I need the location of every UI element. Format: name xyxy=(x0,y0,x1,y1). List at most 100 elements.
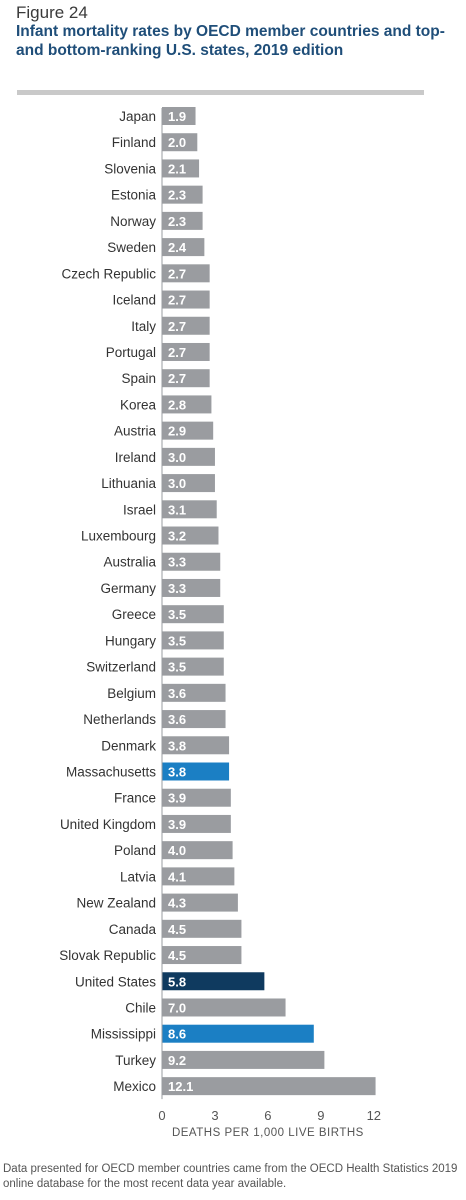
data-label: 12.1 xyxy=(168,1079,193,1094)
category-label: Poland xyxy=(114,843,156,858)
bar xyxy=(162,1024,314,1043)
bar xyxy=(162,290,210,309)
category-label: Italy xyxy=(131,319,156,334)
category-label: Switzerland xyxy=(86,660,156,675)
data-label: 2.7 xyxy=(168,319,186,334)
bar xyxy=(162,710,226,729)
data-label: 3.5 xyxy=(168,633,186,648)
category-label: Lithuania xyxy=(101,476,156,491)
data-label: 3.2 xyxy=(168,529,186,544)
bar xyxy=(162,238,205,257)
x-tick-label: 0 xyxy=(158,1108,165,1123)
bar xyxy=(162,605,224,624)
bar xyxy=(162,578,221,597)
bar xyxy=(162,1050,325,1069)
category-label: Israel xyxy=(123,502,156,517)
category-label: Norway xyxy=(110,214,156,229)
bar xyxy=(162,814,231,833)
category-label: Slovenia xyxy=(104,161,156,176)
x-tick-label: 6 xyxy=(264,1108,271,1123)
bar xyxy=(162,369,210,388)
bar xyxy=(162,972,265,991)
data-label: 2.9 xyxy=(168,424,186,439)
data-label: 9.2 xyxy=(168,1053,186,1068)
x-tick-label: 3 xyxy=(211,1108,218,1123)
category-label: Chile xyxy=(125,1000,156,1015)
category-label: Iceland xyxy=(112,293,156,308)
bar xyxy=(162,185,203,204)
bar xyxy=(162,211,203,230)
category-label: Hungary xyxy=(105,633,156,648)
category-label: Canada xyxy=(109,922,157,937)
data-label: 2.4 xyxy=(168,240,187,255)
data-label: 4.5 xyxy=(168,948,186,963)
category-label: Korea xyxy=(120,397,157,412)
category-label: France xyxy=(114,791,156,806)
bar xyxy=(162,526,219,545)
data-label: 2.0 xyxy=(168,135,186,150)
bar xyxy=(162,107,196,125)
category-label: Czech Republic xyxy=(61,266,156,281)
bar xyxy=(162,736,230,755)
data-label: 3.5 xyxy=(168,607,186,622)
x-axis-label: DEATHS PER 1,000 LIVE BIRTHS xyxy=(172,1127,364,1139)
category-label: Mississippi xyxy=(91,1027,156,1042)
data-label: 4.1 xyxy=(168,869,186,884)
bar xyxy=(162,919,242,938)
category-label: Ireland xyxy=(115,450,156,465)
bar xyxy=(162,867,235,886)
bar xyxy=(162,395,212,414)
data-label: 2.7 xyxy=(168,293,186,308)
category-label: Estonia xyxy=(111,188,157,203)
data-label: 3.5 xyxy=(168,660,186,675)
category-label: United States xyxy=(75,974,156,989)
data-label: 3.1 xyxy=(168,502,186,517)
data-label: 3.6 xyxy=(168,686,186,701)
category-label: Luxembourg xyxy=(81,529,156,544)
bar xyxy=(162,159,200,178)
bar xyxy=(162,552,221,571)
data-label: 3.0 xyxy=(168,476,186,491)
bar xyxy=(162,316,210,335)
data-label: 3.9 xyxy=(168,817,186,832)
category-label: Denmark xyxy=(101,738,156,753)
data-label: 4.3 xyxy=(168,896,186,911)
data-label: 1.9 xyxy=(168,109,186,124)
category-label: Belgium xyxy=(107,686,156,701)
data-label: 3.9 xyxy=(168,791,186,806)
data-label: 5.8 xyxy=(168,974,186,989)
bar xyxy=(162,342,210,361)
data-label: 4.0 xyxy=(168,843,186,858)
data-label: 3.3 xyxy=(168,555,186,570)
bar xyxy=(162,1077,376,1096)
data-label: 2.3 xyxy=(168,188,186,203)
data-label: 2.1 xyxy=(168,161,186,176)
category-label: Finland xyxy=(112,135,156,150)
data-label: 8.6 xyxy=(168,1027,186,1042)
data-label: 2.7 xyxy=(168,371,186,386)
data-label: 3.8 xyxy=(168,765,186,780)
chart-title: Infant mortality rates by OECD member co… xyxy=(16,23,445,59)
category-label: Massachusetts xyxy=(66,765,156,780)
bar xyxy=(162,946,242,965)
category-label: Turkey xyxy=(115,1053,156,1068)
data-label: 3.3 xyxy=(168,581,186,596)
data-label: 4.5 xyxy=(168,922,186,937)
x-tick-label: 12 xyxy=(367,1108,381,1123)
data-label: 3.6 xyxy=(168,712,186,727)
bar xyxy=(162,474,215,493)
x-tick-label: 9 xyxy=(317,1108,324,1123)
category-label: Greece xyxy=(112,607,156,622)
data-label: 7.0 xyxy=(168,1000,186,1015)
category-label: Latvia xyxy=(120,869,157,884)
category-label: Japan xyxy=(119,109,156,124)
bar xyxy=(162,421,214,440)
bar xyxy=(162,133,198,152)
category-label: New Zealand xyxy=(76,896,156,911)
category-label: Slovak Republic xyxy=(59,948,156,963)
category-label: United Kingdom xyxy=(60,817,156,832)
category-label: Australia xyxy=(103,555,156,570)
category-label: Germany xyxy=(100,581,156,596)
data-label: 2.7 xyxy=(168,345,186,360)
bar xyxy=(162,762,230,781)
